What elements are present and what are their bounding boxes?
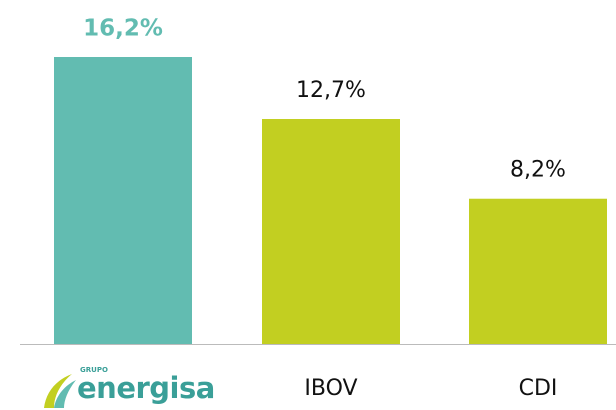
bar (262, 119, 400, 345)
bar (54, 57, 192, 344)
value-label: 8,2% (510, 158, 566, 183)
logo-swoosh (44, 374, 72, 408)
x-tick-label: CDI (519, 376, 558, 401)
x-tick-label: IBOV (304, 376, 357, 401)
bar (469, 198, 607, 344)
logo-swoosh (54, 380, 76, 408)
value-label: 16,2% (83, 16, 163, 42)
value-label: 12,7% (296, 78, 366, 103)
logo-caption: GRUPO (80, 366, 108, 374)
logo: GRUPO (44, 366, 108, 408)
logo-name: energisa (77, 371, 215, 405)
